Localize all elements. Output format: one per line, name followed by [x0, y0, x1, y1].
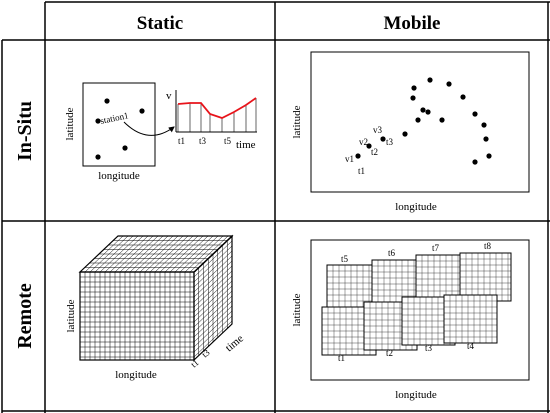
point-label-v2: v2 [359, 137, 368, 147]
axis-longitude-label: longitude [115, 369, 157, 381]
grid-line [193, 280, 233, 318]
station-point [104, 98, 110, 104]
grid-line [194, 235, 234, 273]
trajectory-points [355, 77, 492, 165]
station-point [95, 118, 101, 124]
trajectory-point [355, 153, 361, 159]
cube-time-label: time [223, 332, 246, 354]
row-header-insitu: In-Situ [14, 101, 36, 161]
grid-line [193, 275, 233, 313]
remote-mobile-panel: latitude longitude t5 t6 t7 t8 t1 t2 t3 … [291, 239, 530, 401]
trajectory-point [472, 159, 478, 165]
grid-line [193, 250, 233, 288]
trajectory-point [472, 111, 478, 117]
trajectory-point [486, 153, 492, 159]
swath [459, 252, 512, 302]
station-point [139, 108, 145, 114]
grid-line [193, 310, 233, 348]
trajectory-frame [310, 51, 530, 193]
point-label-v3: v3 [373, 125, 383, 135]
swath-label-t7: t7 [432, 243, 440, 253]
axis-longitude-label: longitude [98, 170, 140, 182]
swath-label-t6: t6 [388, 248, 396, 258]
station-point [122, 145, 128, 151]
trajectory-point [420, 107, 426, 113]
point-label-t2: t2 [371, 147, 378, 157]
trajectory-point [481, 122, 487, 128]
axis-latitude-label: latitude [65, 299, 77, 332]
time-tick-t3: t3 [199, 136, 207, 146]
column-header-mobile: Mobile [384, 13, 441, 34]
series-line [177, 97, 257, 119]
station-label: station1 [99, 110, 129, 126]
grid-line [193, 260, 233, 298]
grid-line [193, 270, 233, 308]
swath-label-t2: t2 [386, 348, 393, 358]
grid-line [193, 305, 233, 343]
trajectory-point [380, 136, 386, 142]
swath-frame [310, 239, 530, 381]
insitu-static-panel: latitude longitude station1 v t1 t3 t5 t… [64, 82, 257, 182]
row-header-remote: Remote [14, 283, 36, 349]
grid-line [193, 315, 233, 353]
swath [443, 294, 498, 344]
swaths [321, 252, 512, 356]
grid-line [193, 290, 233, 328]
station-to-series-arrow [123, 121, 175, 136]
axis-longitude-label: longitude [395, 201, 437, 213]
series-bars [177, 98, 257, 132]
column-header-static: Static [137, 13, 183, 34]
axis-latitude-label: latitude [64, 107, 76, 140]
swath-label-t8: t8 [484, 241, 492, 251]
axis-latitude-label: latitude [291, 293, 303, 326]
point-label-v1: v1 [345, 154, 354, 164]
grid-line [193, 265, 233, 303]
axis-latitude-label: latitude [291, 105, 303, 138]
swath-label-t3: t3 [425, 343, 433, 353]
grid-line [193, 300, 233, 338]
grid-line [193, 245, 233, 283]
series-time-label: time [236, 139, 256, 151]
station-map-frame [82, 82, 156, 167]
remote-static-panel: latitude longitude t1 t3 time [65, 234, 246, 381]
station-point [95, 154, 101, 160]
trajectory-point [425, 109, 431, 115]
series-value-label: v [166, 90, 172, 102]
point-label-t3: t3 [386, 137, 394, 147]
grid-line [193, 285, 233, 323]
trajectory-point [402, 131, 408, 137]
trajectory-point [460, 94, 466, 100]
trajectory-point [411, 85, 417, 91]
time-tick-t5: t5 [224, 136, 232, 146]
time-tick-t1: t1 [178, 136, 185, 146]
trajectory-point [415, 117, 421, 123]
grid-line [193, 255, 233, 293]
swath-label-t4: t4 [467, 341, 475, 351]
grid-line [193, 320, 233, 358]
cube-time-tick-t3: t3 [200, 347, 212, 359]
swath-label-t5: t5 [341, 254, 349, 264]
trajectory-point [410, 95, 416, 101]
trajectory-point [439, 117, 445, 123]
trajectory-point [446, 81, 452, 87]
grid-line [193, 240, 233, 278]
cube-side-outline [193, 234, 233, 362]
axis-longitude-label: longitude [395, 389, 437, 401]
cube-time-tick-t1: t1 [189, 357, 201, 369]
cube-front-face [80, 272, 194, 360]
point-label-t1: t1 [358, 166, 365, 176]
swath-label-t1: t1 [338, 353, 345, 363]
trajectory-point [366, 143, 372, 149]
trajectory-point [427, 77, 433, 83]
insitu-mobile-panel: latitude longitude v1 t1 v2 t2 v3 t3 [291, 51, 530, 213]
trajectory-point [483, 136, 489, 142]
grid-line [193, 295, 233, 333]
